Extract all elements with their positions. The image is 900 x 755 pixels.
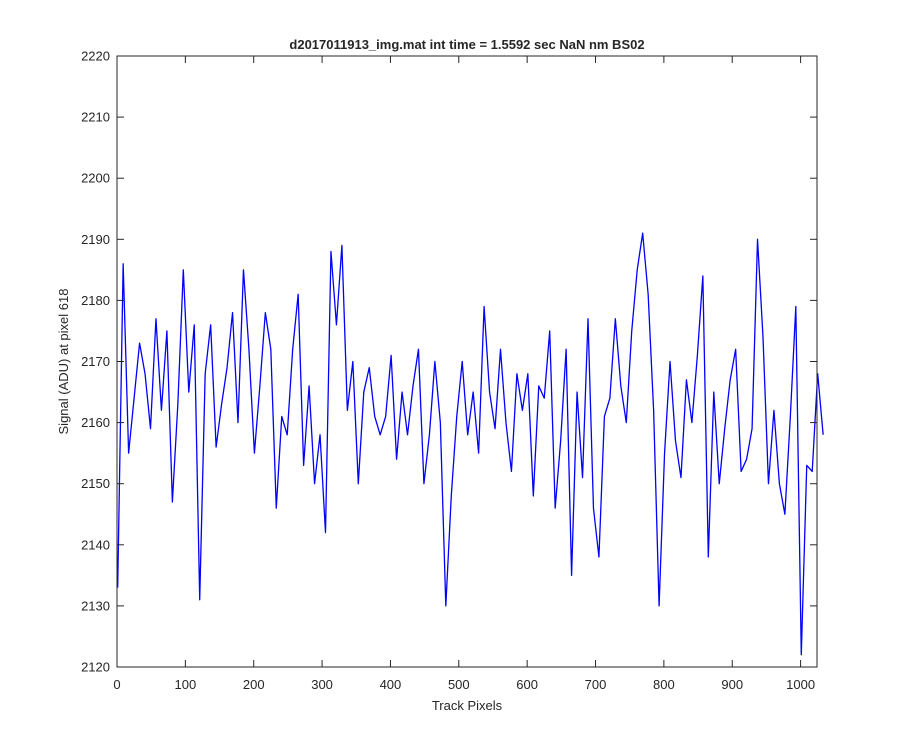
x-tick-label: 300: [311, 677, 333, 692]
y-tick-label: 2220: [81, 49, 110, 64]
chart-title: d2017011913_img.mat int time = 1.5592 se…: [289, 37, 644, 52]
plot-area: [117, 56, 817, 667]
x-tick-label: 100: [175, 677, 197, 692]
x-tick-label: 200: [243, 677, 265, 692]
x-tick-label: 500: [448, 677, 470, 692]
x-tick-label: 900: [721, 677, 743, 692]
x-tick-label: 400: [380, 677, 402, 692]
y-tick-label: 2190: [81, 232, 110, 247]
y-axis-label: Signal (ADU) at pixel 618: [56, 289, 71, 435]
y-tick-label: 2130: [81, 598, 110, 613]
y-tick-label: 2150: [81, 476, 110, 491]
y-tick-label: 2140: [81, 537, 110, 552]
x-tick-label: 600: [516, 677, 538, 692]
x-tick-label: 800: [653, 677, 675, 692]
y-tick-label: 2120: [81, 660, 110, 675]
x-tick-label: 1000: [786, 677, 815, 692]
x-tick-label: 700: [585, 677, 607, 692]
y-tick-label: 2160: [81, 415, 110, 430]
x-axis-label: Track Pixels: [432, 698, 503, 713]
y-tick-label: 2180: [81, 293, 110, 308]
series-line-1: [117, 232, 824, 656]
y-tick-label: 2170: [81, 354, 110, 369]
x-tick-label: 0: [113, 677, 120, 692]
y-tick-label: 2200: [81, 171, 110, 186]
y-tick-label: 2210: [81, 110, 110, 125]
